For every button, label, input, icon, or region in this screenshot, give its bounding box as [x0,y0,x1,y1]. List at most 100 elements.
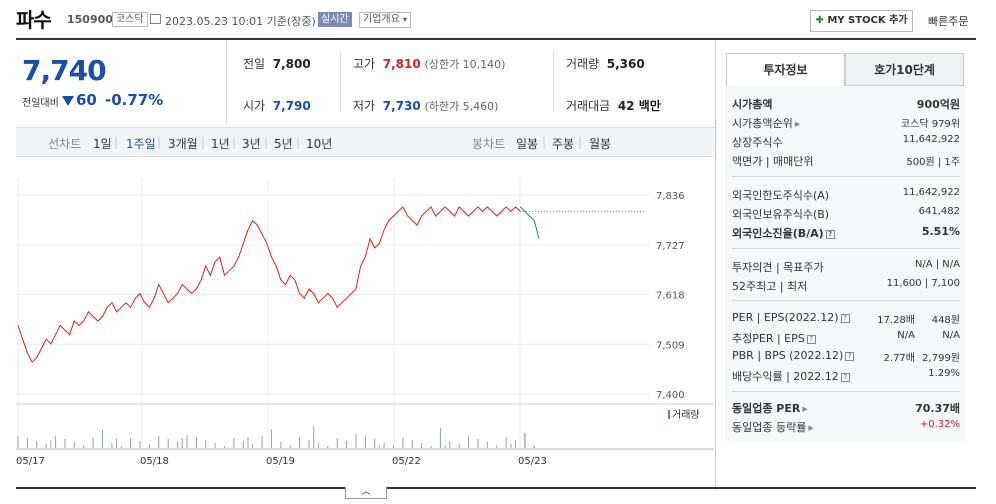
separator: | [201,135,206,149]
company-info-dropdown[interactable]: 기업개요 ▾ [359,12,412,28]
low-stat: 저가 7,730 (하한가 5,460) [353,97,498,114]
chevron-up-icon: ︿ [361,487,371,497]
caret-right-icon: ▶ [802,405,808,413]
open-stat: 시가 7,790 [243,97,311,114]
period-10y[interactable]: 10년 [306,137,333,151]
upper-limit: (상한가 10,140) [424,58,506,71]
divider [732,176,960,177]
help-icon[interactable]: ? [845,351,855,361]
panel-row[interactable]: 동일업종 PER ▶ 70.37배 [732,400,960,416]
separator: | [296,135,301,149]
candle-monthly[interactable]: 월봉 [589,137,612,151]
row-label: 52주최고 | 최저 [732,280,808,293]
add-mystock-button[interactable]: ✚ MY STOCK 추가 [810,10,913,32]
separator: | [578,135,583,149]
panel-row: PBR | BPS (2022.12)? 2.77배 2,799원 [732,349,960,365]
period-bar: 선차트 1일 | 1주일 | 3개월 | 1년 | 3년 | 5년 | 10년 … [16,127,714,157]
panel-row[interactable]: 시가총액순위 ▶ 코스닥 979위 [732,115,960,131]
panel-row: 배당수익률 | 2022.12? 1.29% [732,368,960,384]
row-value: N/A | N/A [914,259,960,270]
help-icon[interactable]: ? [806,334,816,344]
add-mystock-label: MY STOCK 추가 [827,15,908,26]
separator: | [114,135,119,149]
x-tick-label: 05/22 [392,456,421,467]
lower-limit: (하한가 5,460) [424,100,499,113]
panel-row: 외국인소진율(B/A)? 5.51% [732,225,960,241]
row-value: N/A [897,330,915,341]
line-chart-label: 선차트 [48,137,82,151]
row-value: +0.32% [919,419,960,430]
candle-daily[interactable]: 일봉 [516,137,539,151]
row-value: 코스닥 979위 [900,119,960,130]
quick-order-link[interactable]: 빠른주문 [928,15,969,28]
x-tick-label: 05/19 [266,456,295,467]
row-value: 17.28배 [877,315,915,326]
open-label: 시가 [243,99,266,113]
panel-row: 외국인보유주식수(B) 641,482 [732,206,960,222]
panel-row: 액면가 | 매매단위 500원 | 1주 [732,153,960,169]
high-stat: 고가 7,810 (상한가 10,140) [353,55,505,72]
panel-row: 추정PER | EPS? N/A N/A [732,330,960,346]
price-chart[interactable]: 7,836 7,727 7,618 7,509 7,400 거래량 05/17 05/18 05… [16,158,714,468]
row-value: 5.51% [921,225,960,238]
y-tick-label: 7,509 [656,340,685,351]
amount-value: 42 백만 [617,99,661,113]
period-5y[interactable]: 5년 [274,137,293,151]
divider [732,248,960,249]
high-value: 7,810 [382,57,421,71]
panel-row: 외국인한도주식수(A) 11,642,922 [732,187,960,203]
tab-invest-info[interactable]: 투자정보 [726,53,845,86]
panel-row: 52주최고 | 최저 11,600 | 7,100 [732,278,960,294]
row-value: 2.77배 [883,353,915,364]
help-icon[interactable]: ? [825,229,835,239]
volume-stat: 거래량 5,360 [566,55,645,72]
period-3y[interactable]: 3년 [242,137,261,151]
y-tick-label: 7,727 [656,241,685,252]
y-tick-label: 7,400 [656,390,685,401]
down-arrow-icon [62,96,74,106]
panel-row: 투자의견 | 목표주가 N/A | N/A [732,259,960,275]
period-1d[interactable]: 1일 [93,137,112,151]
panel-tabs: 투자정보 호가10단계 [726,53,965,86]
row-label: 외국인한도주식수(A) [732,189,830,202]
row-value: 900억원 [916,98,960,111]
caret-right-icon: ▶ [794,120,801,128]
panel-row: 상장주식수 11,642,922 [732,134,960,150]
row-value: 11,642,922 [902,134,960,145]
market-badge: 코스닥 [112,12,148,27]
row-value: 11,642,922 [902,187,960,198]
open-value: 7,790 [272,99,311,113]
timestamp: 2023.05.23 10:01 기준(장중) [165,15,316,28]
period-1w[interactable]: 1주일 [126,137,156,151]
volume-label: 거래량 [566,57,600,71]
row-label: 동일업종 PER [732,402,801,415]
row-label: PER | EPS(2022.12) [732,311,839,324]
panel-row[interactable]: 동일업종 등락률 ▶ +0.32% [732,419,960,435]
row-value-2: 2,799원 [922,353,960,364]
row-value: 500원 | 1주 [906,157,960,168]
row-value: 1.29% [928,368,960,379]
stock-name: 파수 [16,8,52,32]
period-1y[interactable]: 1년 [211,137,230,151]
collapse-button[interactable]: ︿ [345,487,387,499]
row-value-2: 448원 [931,315,960,326]
high-label: 고가 [353,57,376,71]
volume-label: 거래량 [672,409,700,421]
period-3m[interactable]: 3개월 [168,137,198,151]
volume-legend-swatch [668,410,670,419]
row-value-2: N/A [942,330,960,341]
tab-order-book[interactable]: 호가10단계 [845,53,964,86]
amount-stat: 거래대금 42 백만 [566,97,661,114]
row-label: 시가총액순위 [732,117,793,130]
realtime-badge[interactable]: 실시간 [318,12,352,27]
row-value: 641,482 [918,206,960,217]
help-icon[interactable]: ? [840,313,850,323]
x-tick-label: 05/18 [140,456,169,467]
row-value: 11,600 | 7,100 [886,278,960,289]
company-info-label: 기업개요 [363,14,400,25]
price-change-percent: -0.77% [105,91,164,109]
candle-weekly[interactable]: 주봉 [552,137,575,151]
row-label: 액면가 | 매매단위 [732,155,814,168]
divider [340,52,341,112]
help-icon[interactable]: ? [840,372,850,382]
